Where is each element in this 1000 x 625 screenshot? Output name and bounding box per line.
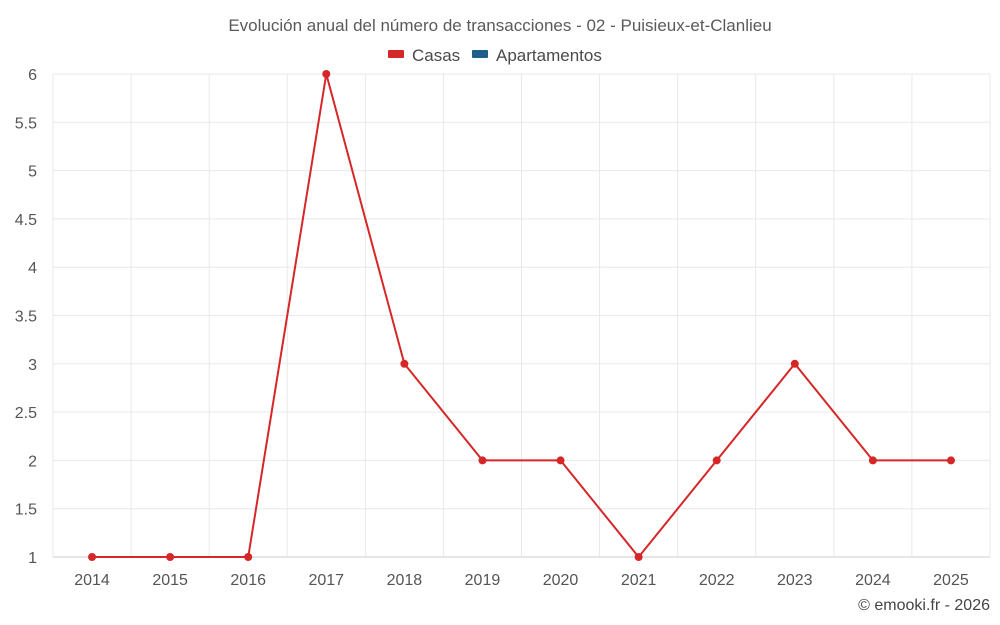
x-tick-label: 2018 (387, 572, 423, 589)
data-point-casas[interactable] (868, 456, 877, 465)
x-tick-label: 2022 (699, 572, 735, 589)
y-tick-label: 3.5 (15, 309, 37, 326)
x-axis-ticks: 2014 2015 2016 2017 2018 2019 2020 2021 2022 2023… (74, 572, 969, 589)
y-tick-label: 4 (28, 260, 37, 277)
x-tick-label: 2020 (543, 572, 579, 589)
legend-swatch-apartamentos (472, 50, 488, 58)
x-tick-label: 2023 (777, 572, 813, 589)
data-point-casas[interactable] (400, 359, 409, 368)
legend-item-apartamentos[interactable]: Apartamentos (472, 46, 602, 65)
data-point-casas[interactable] (244, 553, 253, 561)
y-tick-label: 4.5 (15, 212, 37, 229)
y-tick-label: 1 (28, 550, 37, 567)
x-tick-label: 2016 (230, 572, 266, 589)
y-axis-ticks: 1 1.5 2 2.5 3 3.5 4 4.5 5 5.5 6 (15, 67, 37, 567)
x-tick-label: 2024 (855, 572, 891, 589)
legend-label-casas: Casas (412, 46, 460, 65)
legend-label-apartamentos: Apartamentos (496, 46, 602, 65)
credit: © emooki.fr - 2026 (858, 597, 990, 614)
y-tick-label: 1.5 (15, 502, 37, 519)
x-tick-label: 2015 (152, 572, 188, 589)
x-tick-label: 2019 (465, 572, 501, 589)
x-tick-label: 2025 (933, 572, 969, 589)
data-point-casas[interactable] (478, 456, 487, 465)
y-tick-label: 2 (28, 453, 37, 470)
data-point-casas[interactable] (634, 553, 643, 561)
legend-item-casas[interactable]: Casas (388, 46, 460, 65)
series-layer (88, 70, 955, 561)
legend-swatch-casas (388, 50, 404, 58)
x-tick-label: 2014 (74, 572, 110, 589)
chart-title: Evolución anual del número de transaccio… (228, 16, 771, 35)
data-point-casas[interactable] (946, 456, 955, 465)
legend: Casas Apartamentos (388, 46, 602, 65)
data-point-casas[interactable] (712, 456, 721, 465)
y-tick-label: 2.5 (15, 405, 37, 422)
series-line-casas (92, 73, 951, 558)
x-tick-label: 2017 (308, 572, 344, 589)
y-tick-label: 5.5 (15, 115, 37, 132)
data-point-casas[interactable] (790, 359, 799, 368)
x-tick-label: 2021 (621, 572, 657, 589)
data-point-casas[interactable] (322, 70, 331, 78)
y-tick-label: 6 (28, 67, 37, 84)
grid (52, 73, 991, 558)
data-point-casas[interactable] (88, 553, 97, 561)
y-tick-label: 3 (28, 357, 37, 374)
y-tick-label: 5 (28, 164, 37, 181)
data-point-casas[interactable] (166, 553, 175, 561)
data-point-casas[interactable] (556, 456, 565, 465)
